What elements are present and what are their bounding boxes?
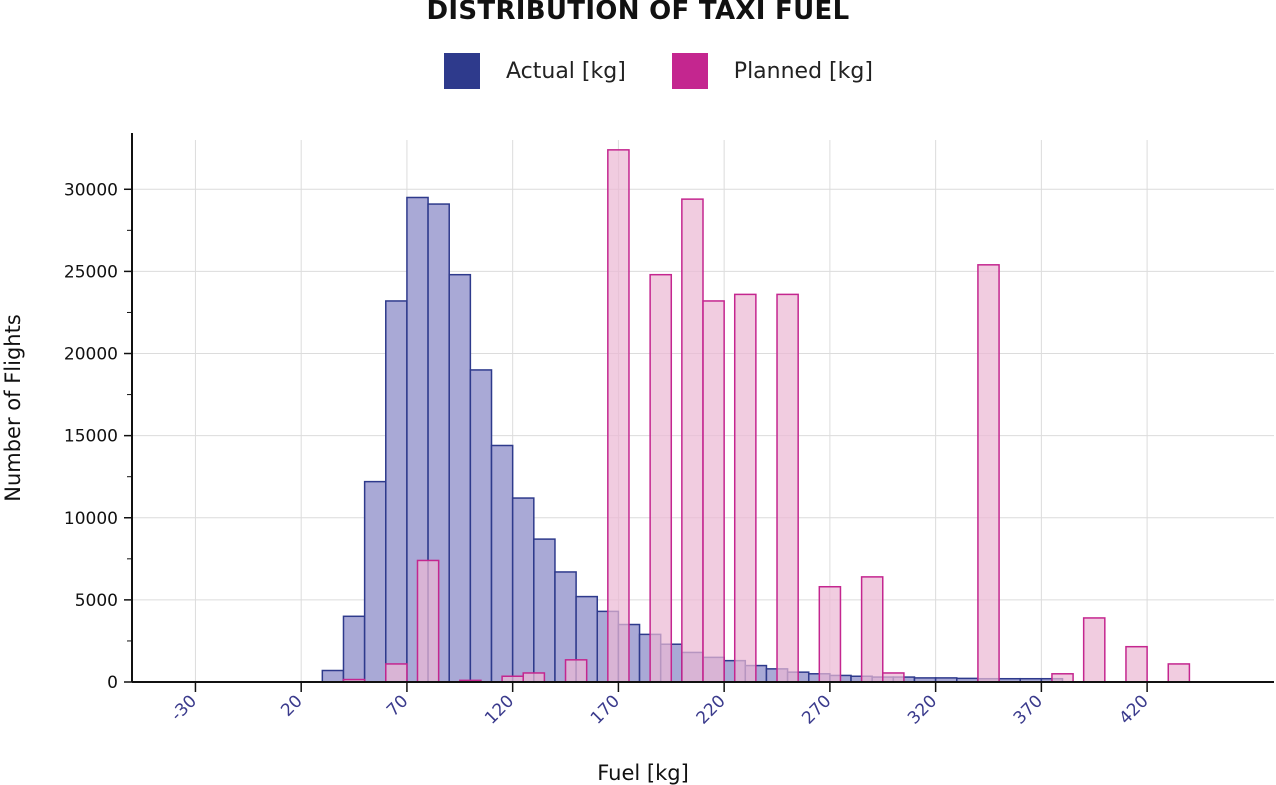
planned-bar-7	[607, 149, 630, 683]
y-axis-label: Number of Flights	[1, 314, 25, 502]
y-tick-label-5: 25000	[64, 262, 118, 282]
actual-bar-2	[363, 480, 387, 683]
chart-title: DISTRIBUTION OF TAXI FUEL	[426, 0, 850, 26]
planned-bar-8	[649, 273, 673, 683]
legend-item-actual: Actual [kg]	[444, 53, 626, 89]
legend-swatch-actual	[444, 53, 480, 89]
planned-bar-1	[385, 663, 408, 683]
actual-bar-9	[511, 497, 535, 683]
planned-bar-16	[977, 264, 1000, 683]
planned-series	[342, 149, 1191, 683]
planned-bar-13	[818, 585, 842, 683]
planned-bar-5	[522, 672, 546, 683]
x-tick-label-6: 270	[798, 691, 835, 728]
x-tick-label-3: 120	[481, 691, 518, 728]
planned-bar-9	[681, 198, 704, 683]
legend-label-planned: Planned [kg]	[733, 58, 873, 84]
legend: Actual [kg] Planned [kg]	[444, 52, 919, 90]
x-tick-label-1: 20	[277, 691, 306, 720]
x-tick-label-7: 320	[904, 691, 941, 728]
legend-item-planned: Planned [kg]	[671, 53, 873, 89]
planned-bar-6	[564, 659, 588, 683]
planned-bar-10	[702, 300, 725, 683]
planned-bar-14	[860, 576, 884, 683]
planned-bar-12	[776, 293, 799, 683]
actual-bar-1	[342, 615, 366, 683]
actual-bar-10	[533, 538, 556, 683]
actual-bar-7	[469, 369, 493, 683]
planned-bar-2	[416, 559, 440, 683]
actual-bar-8	[490, 444, 514, 683]
planned-bar-17	[1051, 673, 1074, 683]
y-tick-label-3: 15000	[64, 427, 118, 447]
actual-bar-6	[448, 273, 472, 683]
actual-bar-0	[321, 669, 345, 683]
x-tick-label-8: 370	[1010, 691, 1047, 728]
x-tick-label-9: 420	[1116, 691, 1153, 728]
y-tick-label-2: 10000	[64, 509, 118, 529]
planned-bar-19	[1125, 645, 1148, 683]
legend-label-actual: Actual [kg]	[506, 58, 626, 84]
planned-bar-15	[882, 672, 905, 683]
planned-bar-11	[733, 293, 757, 683]
x-axis-label: Fuel [kg]	[597, 761, 689, 785]
planned-bar-18	[1082, 617, 1106, 683]
y-tick-label-6: 30000	[64, 180, 118, 200]
legend-swatch-planned	[671, 53, 708, 89]
x-tick-label-0: -30	[167, 691, 201, 725]
actual-bar-3	[385, 300, 408, 683]
y-tick-label-1: 5000	[75, 591, 118, 611]
planned-bar-20	[1167, 663, 1191, 683]
x-tick-label-5: 220	[693, 691, 730, 728]
x-tick-label-2: 70	[383, 691, 412, 720]
y-tick-label-4: 20000	[64, 345, 118, 365]
y-tick-label-0: 0	[107, 673, 118, 693]
x-tick-label-4: 170	[587, 691, 624, 728]
